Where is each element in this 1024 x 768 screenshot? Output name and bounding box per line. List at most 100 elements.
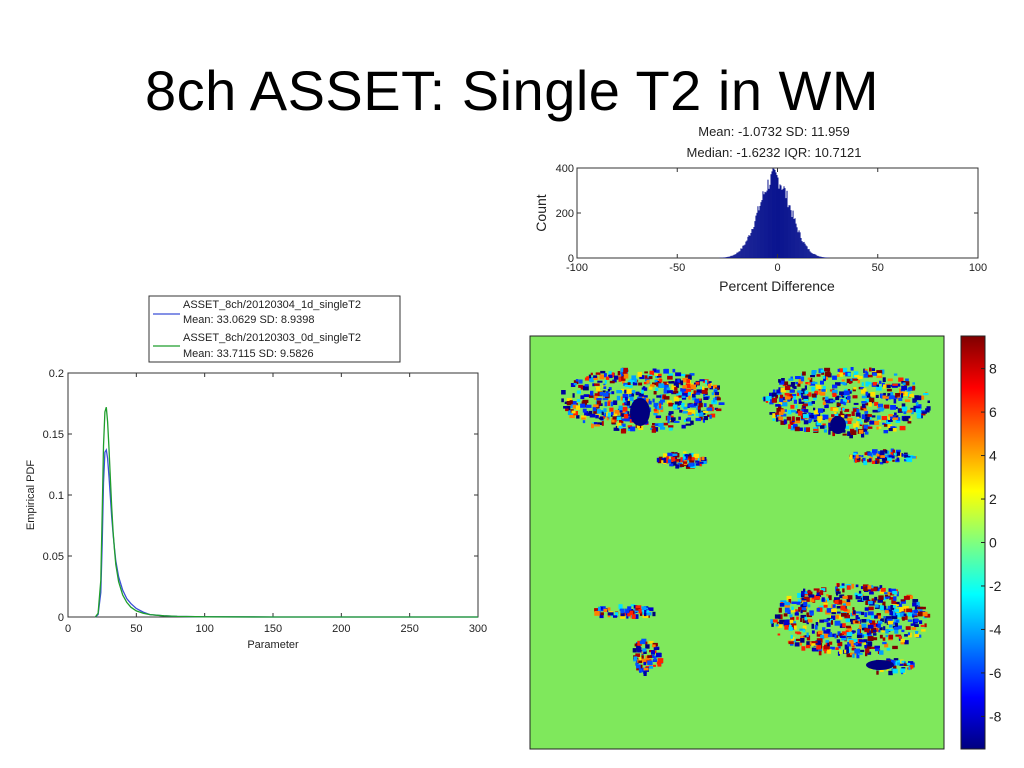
histogram-bar [812, 253, 814, 258]
map-voxel [613, 615, 618, 618]
map-voxel [810, 612, 814, 616]
map-voxel-cluster [830, 416, 846, 434]
histogram-bar [752, 229, 754, 258]
map-voxel [820, 369, 826, 373]
map-voxel [844, 614, 850, 619]
map-voxel [846, 417, 853, 421]
map-voxel [790, 404, 795, 409]
map-voxel [865, 371, 869, 375]
map-voxel [835, 635, 839, 638]
histogram-bar [754, 221, 756, 258]
map-voxel [807, 604, 811, 608]
map-voxel [792, 393, 797, 396]
map-voxel [599, 374, 605, 380]
map-voxel [809, 377, 813, 382]
map-voxel [828, 641, 833, 645]
map-voxel [790, 376, 793, 381]
map-voxel [888, 609, 893, 612]
histogram-bar [764, 191, 766, 258]
map-voxel [591, 423, 594, 429]
map-voxel [919, 608, 923, 611]
map-voxel [883, 424, 888, 427]
map-voxel [888, 414, 893, 417]
map-voxel [673, 420, 680, 423]
histogram-bar [755, 215, 757, 258]
map-voxel [800, 604, 805, 608]
colorbar-tick-label: 6 [989, 404, 997, 420]
map-voxel [600, 606, 603, 610]
map-voxel [870, 453, 873, 458]
map-voxel [892, 383, 898, 386]
map-voxel [800, 614, 806, 619]
map-voxel [793, 625, 797, 630]
pdf-y-axis-label: Empirical PDF [25, 460, 37, 531]
map-voxel [903, 417, 909, 422]
map-voxel [770, 619, 773, 624]
map-voxel [692, 396, 697, 401]
map-voxel [893, 373, 898, 376]
map-voxel [834, 634, 837, 639]
map-voxel [888, 634, 894, 640]
map-voxel [810, 642, 816, 646]
map-voxel [890, 659, 895, 664]
map-voxel [688, 395, 691, 400]
map-voxel [841, 379, 845, 382]
map-voxel [863, 639, 868, 644]
map-voxel [837, 641, 843, 647]
histogram-bar [743, 245, 745, 258]
map-voxel [854, 648, 861, 654]
map-voxel [802, 405, 806, 408]
map-voxel [870, 591, 873, 594]
map-voxel [699, 461, 704, 464]
map-voxel [621, 413, 625, 417]
histogram-bar [734, 254, 736, 258]
map-voxel [814, 596, 821, 600]
map-voxel [872, 629, 877, 633]
map-voxel [797, 427, 803, 431]
histogram-stats-line-1: Mean: -1.0732 SD: 11.959 [698, 124, 850, 139]
map-voxel [595, 386, 601, 392]
map-voxel [893, 658, 899, 661]
map-voxel [687, 417, 691, 422]
map-voxel [889, 395, 895, 400]
map-voxel [855, 594, 861, 600]
map-voxel [839, 368, 844, 373]
map-voxel [628, 392, 635, 397]
map-voxel [620, 396, 624, 401]
map-voxel [843, 390, 850, 396]
map-voxel [867, 611, 874, 616]
histogram-bar [802, 242, 804, 258]
histogram-bar [753, 226, 755, 258]
map-voxel [912, 602, 919, 607]
map-voxel [811, 386, 815, 392]
map-voxel [666, 387, 670, 391]
map-voxel [851, 647, 856, 651]
map-voxel [832, 407, 839, 412]
map-voxel [702, 418, 705, 423]
map-voxel [604, 401, 608, 407]
histogram-y-tick-label: 400 [556, 163, 574, 175]
map-voxel [911, 627, 917, 630]
map-voxel [824, 371, 831, 377]
map-voxel [635, 662, 638, 666]
map-voxel [675, 464, 680, 469]
map-voxel [861, 611, 865, 616]
map-voxel [607, 401, 611, 406]
map-voxel [653, 413, 658, 416]
map-voxel [854, 457, 861, 462]
map-voxel [847, 372, 851, 376]
map-voxel [658, 401, 664, 405]
map-voxel [892, 459, 895, 462]
pdf-x-tick-label: 0 [65, 623, 71, 635]
map-voxel [893, 665, 897, 670]
map-voxel [910, 623, 916, 626]
histogram-bar [797, 232, 799, 258]
map-voxel [914, 605, 918, 610]
map-voxel [594, 424, 600, 427]
map-voxel [790, 634, 793, 639]
map-voxel [810, 598, 815, 603]
map-voxel [879, 380, 882, 384]
map-voxel [593, 375, 598, 378]
map-voxel [841, 635, 847, 641]
map-voxel [831, 615, 836, 620]
